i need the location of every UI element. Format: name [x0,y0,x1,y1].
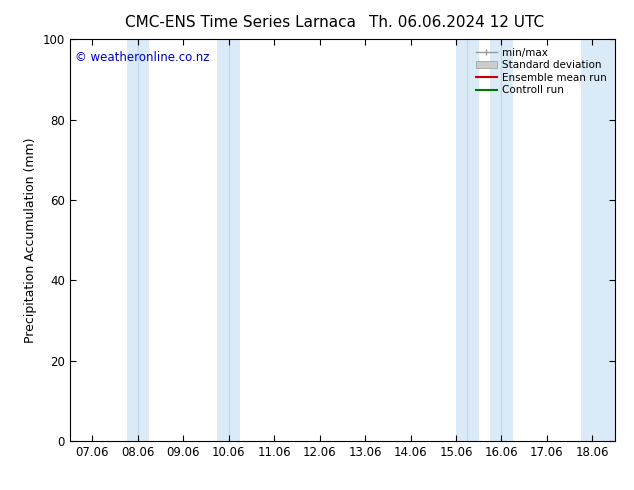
Y-axis label: Precipitation Accumulation (mm): Precipitation Accumulation (mm) [24,137,37,343]
Text: Th. 06.06.2024 12 UTC: Th. 06.06.2024 12 UTC [369,15,544,30]
Text: CMC-ENS Time Series Larnaca: CMC-ENS Time Series Larnaca [126,15,356,30]
Text: © weatheronline.co.nz: © weatheronline.co.nz [75,51,210,64]
Bar [581,39,615,441]
Bar [490,39,513,441]
Legend: min/max, Standard deviation, Ensemble mean run, Controll run: min/max, Standard deviation, Ensemble me… [473,45,610,98]
Bar [127,39,149,441]
Bar [217,39,240,441]
Bar [456,39,479,441]
